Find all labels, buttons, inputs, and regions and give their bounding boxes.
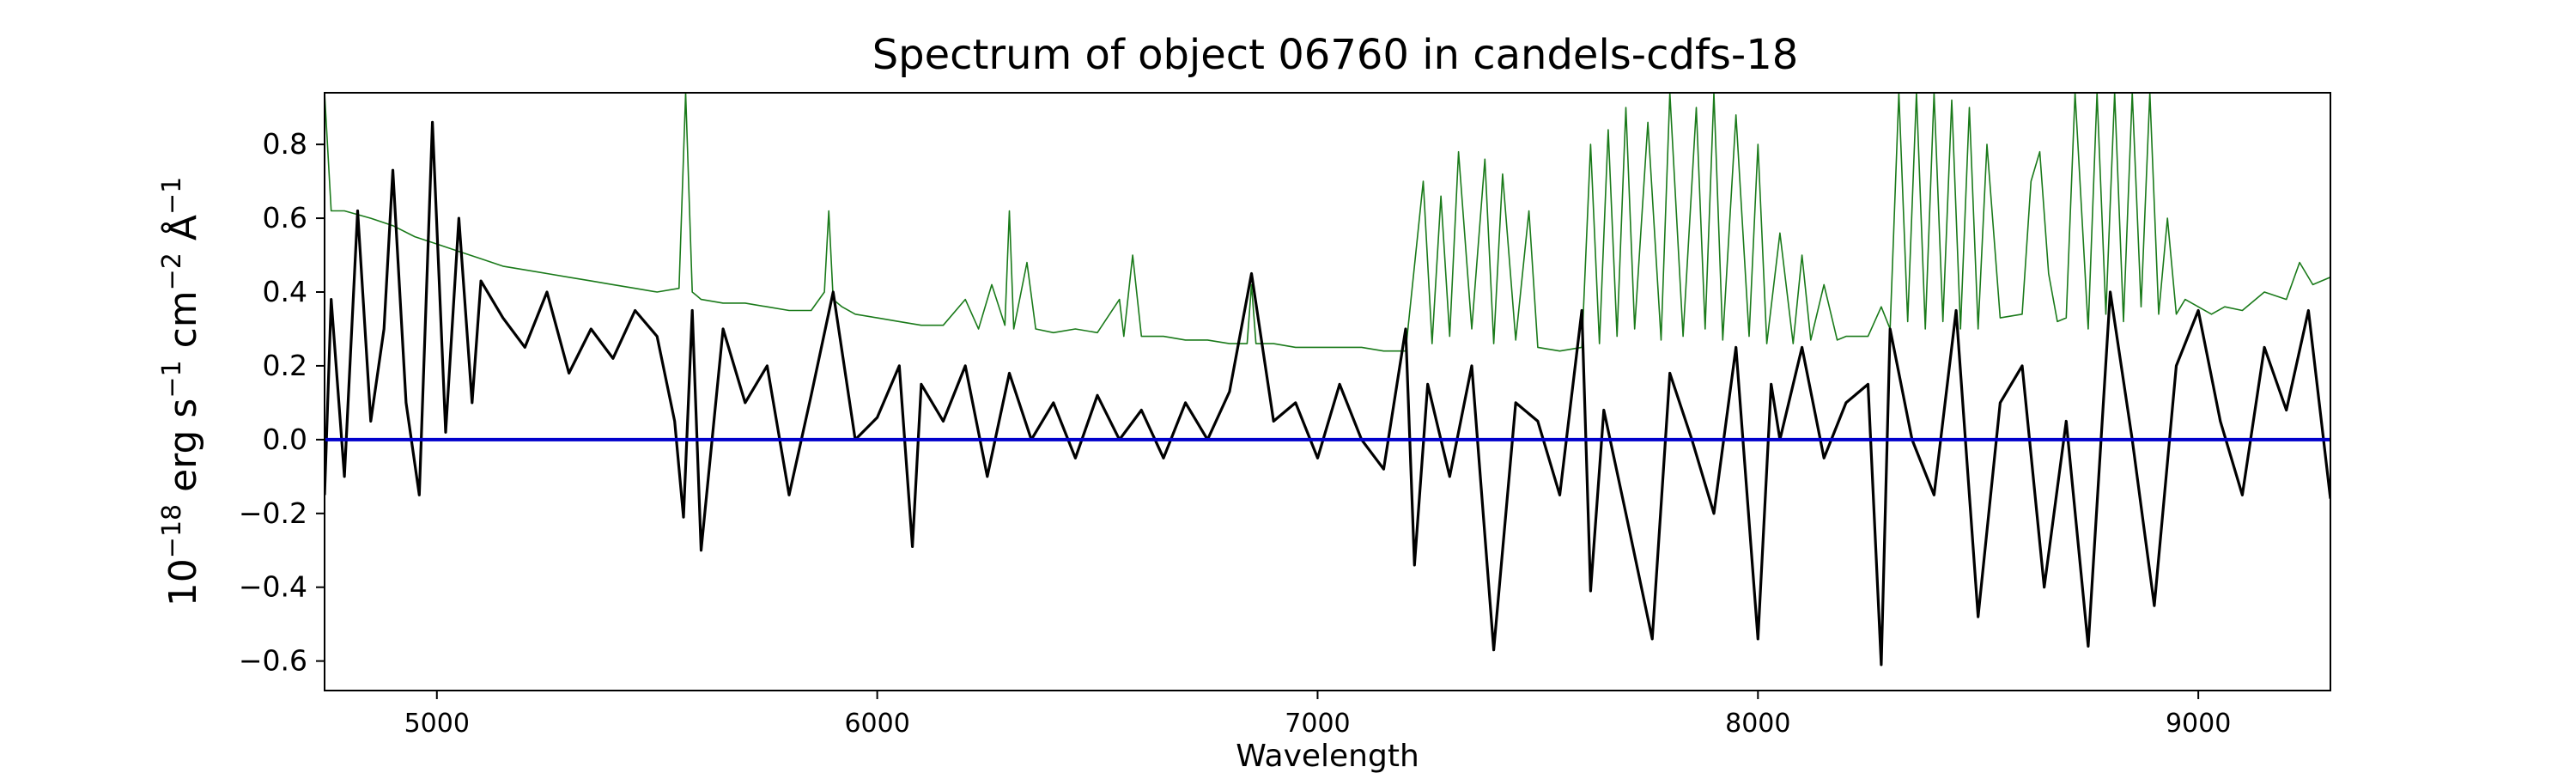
x-axis-ticks: 5000 6000 7000 8000 9000 <box>404 691 2231 739</box>
x-axis-label: Wavelength <box>1236 739 1419 773</box>
y-axis-label-t1: erg s <box>161 399 205 504</box>
y-tick-label: −0.6 <box>239 644 307 678</box>
y-axis-label-exp1: −1 <box>157 360 187 398</box>
y-axis-label-exp2: −2 <box>157 253 187 290</box>
x-tick-label: 7000 <box>1285 709 1350 739</box>
series-error-line <box>325 93 2330 352</box>
y-axis-label-exp: −18 <box>157 504 187 558</box>
y-tick-label: 0.8 <box>263 127 307 161</box>
x-tick-label: 6000 <box>844 709 909 739</box>
y-tick-label: 0.4 <box>263 275 307 308</box>
y-axis-label-base: 10 <box>161 558 205 606</box>
y-axis-label-exp3: −1 <box>157 177 187 215</box>
series-layer <box>325 93 2330 666</box>
y-axis-label-t2: cm <box>161 290 205 360</box>
x-tick-label: 8000 <box>1725 709 1790 739</box>
y-tick-label: 0.2 <box>263 349 307 382</box>
x-tick-label: 9000 <box>2166 709 2231 739</box>
y-axis-ticks: −0.6 −0.4 −0.2 0.0 0.2 0.4 0.6 0.8 <box>239 127 325 678</box>
plot-frame <box>324 92 2331 691</box>
plot-series-group <box>325 93 2330 666</box>
chart-title: Spectrum of object 06760 in candels-cdfs… <box>872 31 1799 79</box>
y-tick-label: 0.6 <box>263 201 307 234</box>
y-axis-label: 10−18 erg s−1 cm−2 Å−1 <box>157 177 205 606</box>
y-axis-label-t3: Å <box>160 215 205 253</box>
y-tick-label: 0.0 <box>263 423 307 456</box>
x-tick-label: 5000 <box>404 709 470 739</box>
y-tick-label: −0.2 <box>239 496 307 530</box>
series-flux-line <box>325 120 2330 666</box>
y-tick-label: −0.4 <box>239 570 307 604</box>
